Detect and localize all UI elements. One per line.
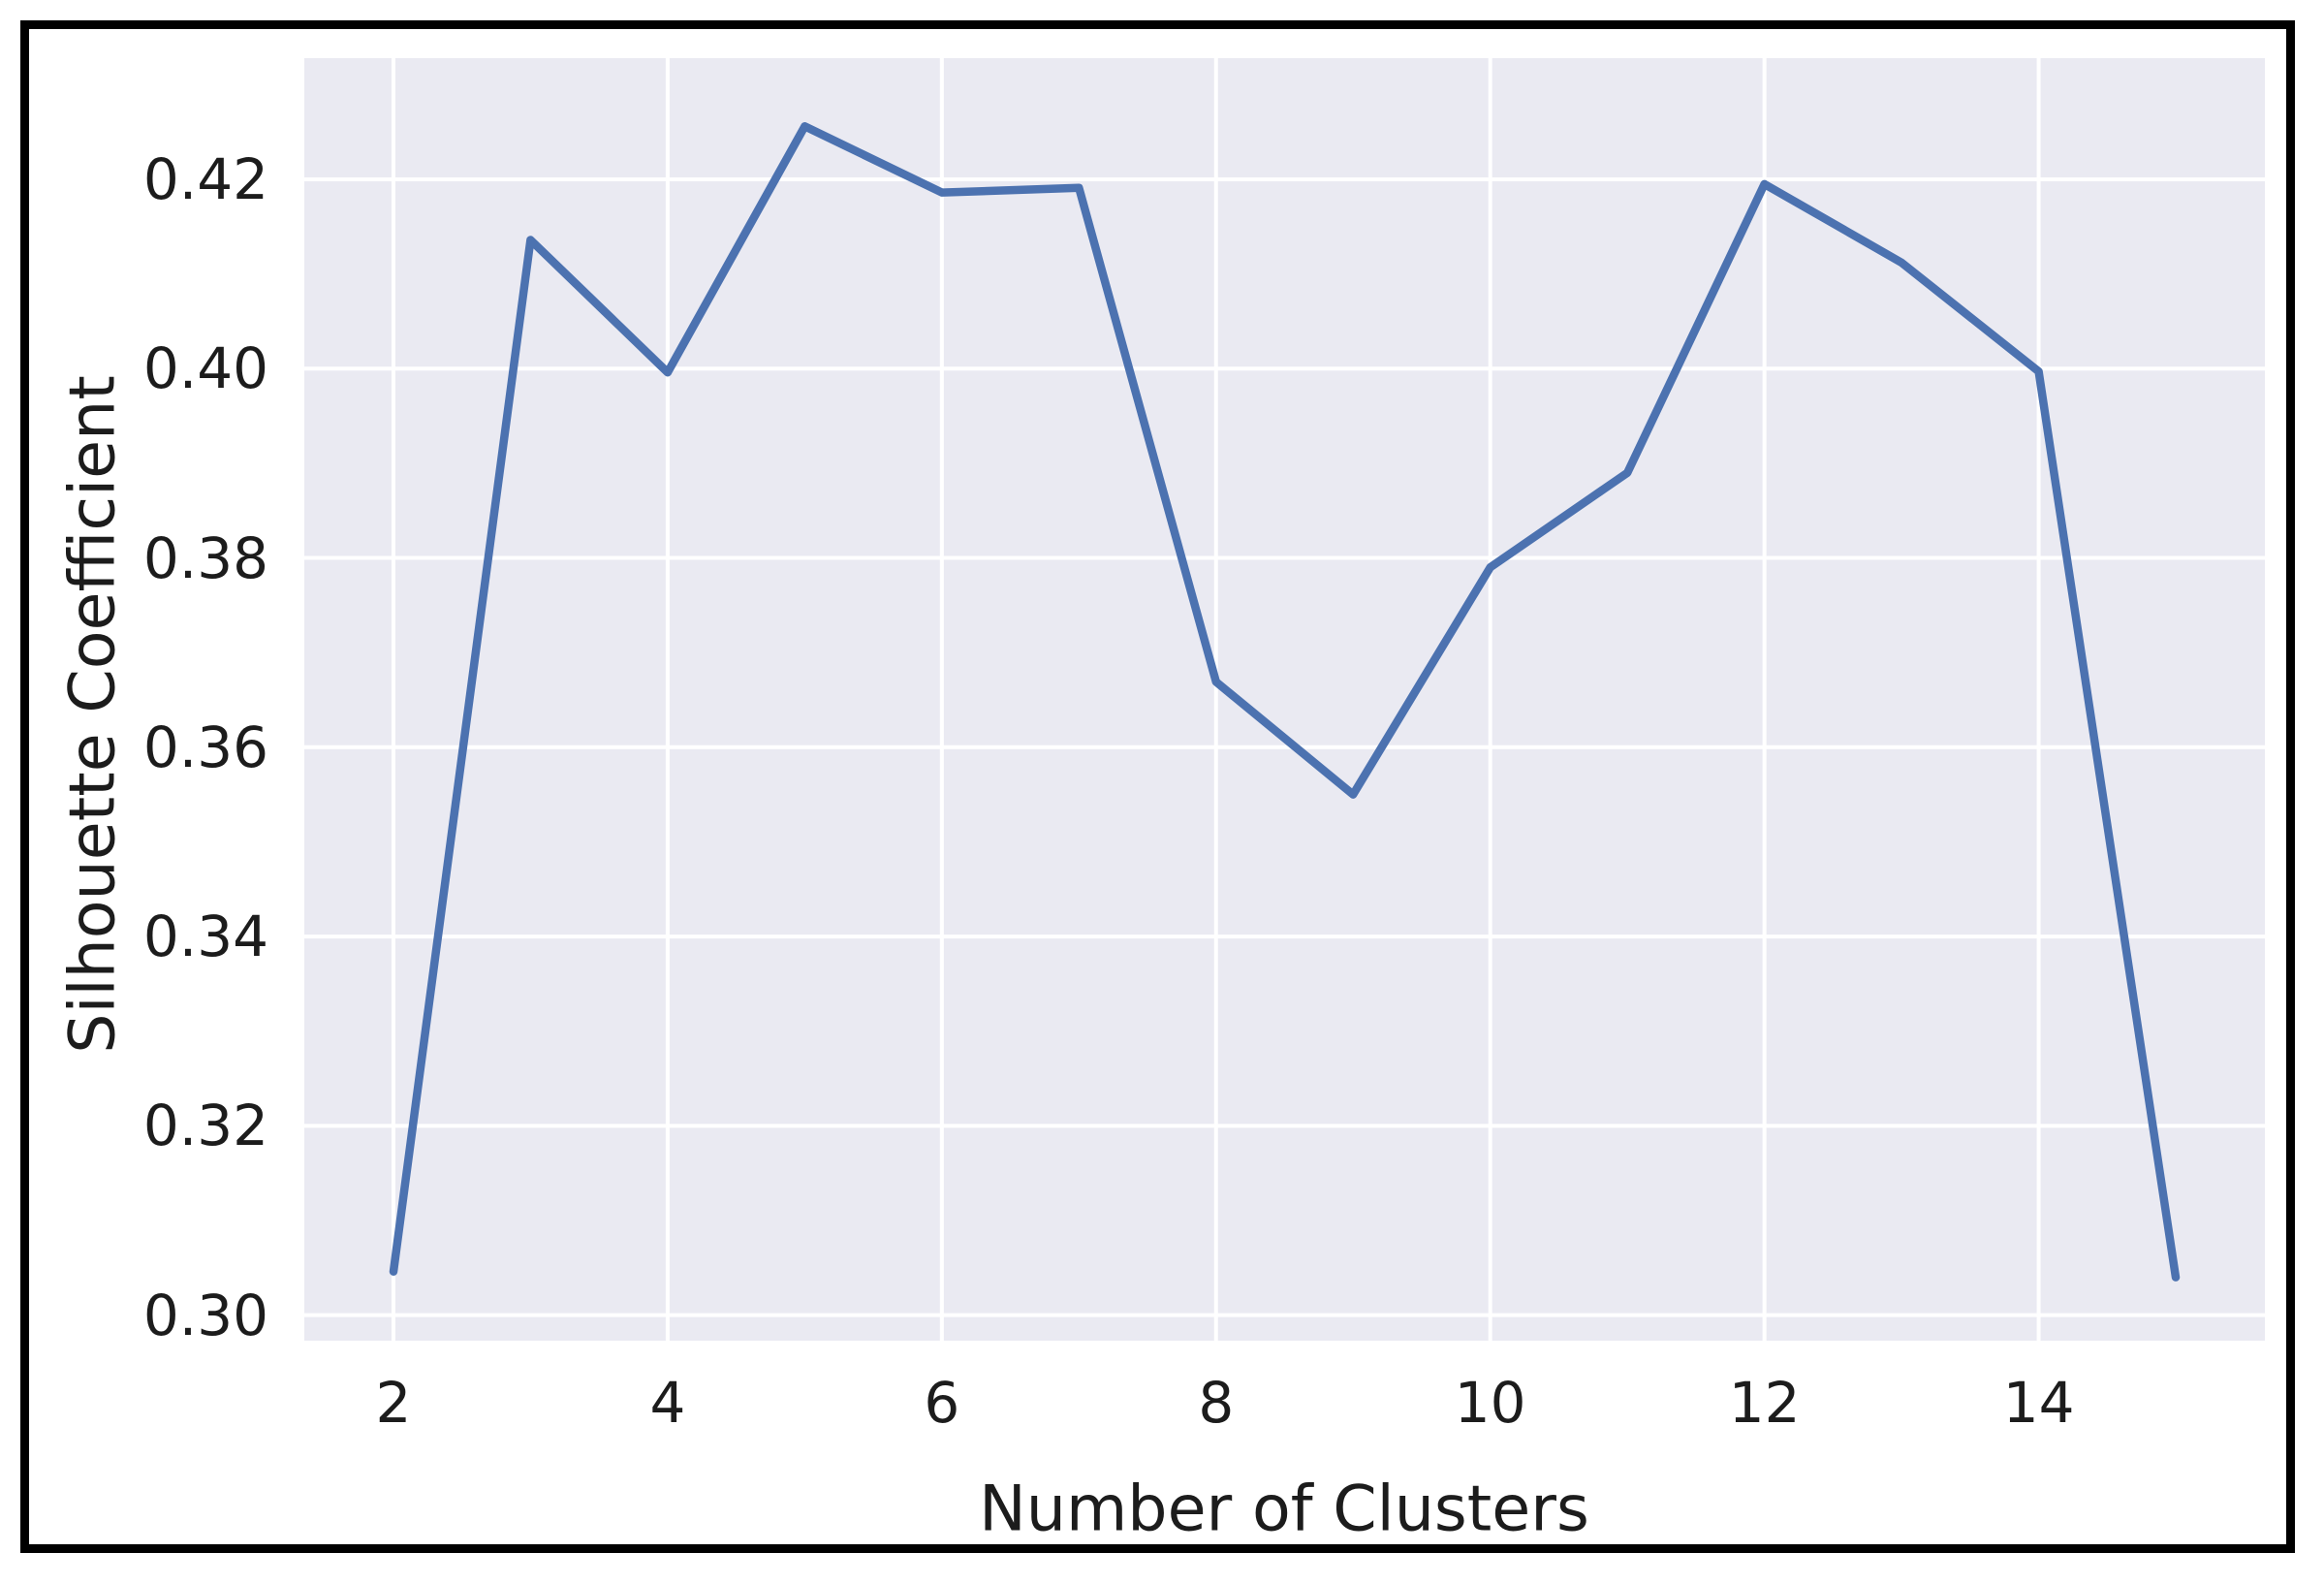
x-tick-label: 10 (1454, 1370, 1526, 1436)
grid-lines (304, 58, 2265, 1341)
x-tick-label: 12 (1728, 1370, 1801, 1436)
y-tick-label: 0.40 (142, 335, 268, 402)
y-axis-label: Silhouette Coefficient (56, 375, 130, 1054)
x-tick-label: 8 (1198, 1370, 1235, 1436)
silhouette-line (389, 122, 2181, 1282)
y-tick-label: 0.36 (142, 713, 268, 780)
y-tick-label: 0.30 (142, 1282, 268, 1348)
x-tick-label: 14 (2002, 1370, 2075, 1436)
x-tick-label: 6 (924, 1370, 960, 1436)
y-tick-label: 0.42 (142, 146, 268, 212)
y-tick-label: 0.34 (142, 903, 268, 970)
x-axis-label: Number of Clusters (979, 1473, 1589, 1546)
x-tick-label: 4 (649, 1370, 686, 1436)
y-tick-label: 0.32 (142, 1093, 268, 1159)
y-tick-label: 0.38 (142, 524, 268, 591)
x-tick-label: 2 (375, 1370, 412, 1436)
plot-background (304, 58, 2265, 1341)
